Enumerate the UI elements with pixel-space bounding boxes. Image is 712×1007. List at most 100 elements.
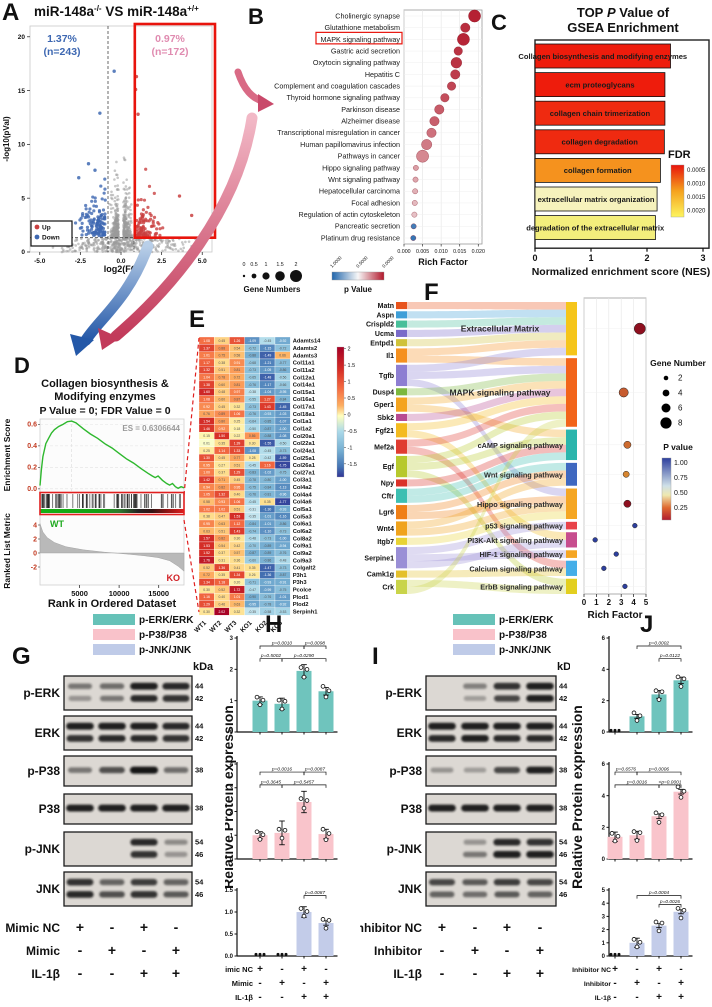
svg-text:1.36: 1.36 bbox=[218, 566, 225, 570]
data-point bbox=[612, 838, 618, 844]
svg-text:1.00: 1.00 bbox=[203, 471, 210, 475]
pathway-label: Gastric acid secretion bbox=[331, 46, 400, 55]
data-point bbox=[284, 952, 288, 956]
rank-xlabel: Rank in Ordered Dataset bbox=[48, 598, 177, 607]
blot-band bbox=[130, 838, 158, 846]
svg-text:2: 2 bbox=[348, 347, 351, 353]
pathway-dot bbox=[412, 176, 419, 183]
condition-label: Inhibitor bbox=[584, 981, 612, 988]
svg-text:-1.01: -1.01 bbox=[264, 515, 272, 519]
blot-band bbox=[493, 851, 521, 858]
svg-text:0.81: 0.81 bbox=[234, 368, 241, 372]
sankey-dotplot: F Matn Aspn Crispld2 Ucma Entpd1 Il1 Tgfb Dusp4 G… bbox=[364, 279, 706, 621]
svg-text:0.45: 0.45 bbox=[234, 478, 241, 482]
p-value-legend-title: p Value bbox=[344, 285, 373, 294]
svg-text:1.08: 1.08 bbox=[203, 339, 210, 343]
condition-symbol: + bbox=[612, 964, 618, 975]
condition-label: Mimic bbox=[232, 979, 253, 988]
bar bbox=[629, 716, 645, 732]
pathway-label: Hippo signaling pathway bbox=[322, 163, 400, 172]
svg-text:1.02: 1.02 bbox=[203, 507, 210, 511]
svg-text:(n=243): (n=243) bbox=[43, 46, 80, 58]
condition-symbol: - bbox=[110, 965, 115, 981]
condition-label: Mimic NC bbox=[5, 921, 60, 935]
blot-band bbox=[162, 804, 190, 812]
pathway-dot bbox=[434, 104, 445, 115]
gene-label: Pcolce bbox=[293, 588, 312, 594]
condition-label: IL-1β bbox=[235, 993, 253, 1002]
pathway-label: Complement and coagulation cascades bbox=[274, 82, 400, 91]
kda-header: kDa bbox=[193, 661, 214, 673]
data-point bbox=[326, 831, 332, 836]
svg-text:-0.80: -0.80 bbox=[264, 478, 272, 482]
gene-label: Col8a2 bbox=[293, 536, 312, 542]
pathway-label: Glutathione metabolism bbox=[324, 23, 400, 32]
svg-text:0.63: 0.63 bbox=[234, 602, 241, 606]
pathway-dot bbox=[416, 149, 429, 163]
data-point bbox=[659, 920, 665, 926]
bar bbox=[274, 832, 290, 859]
svg-text:0.0: 0.0 bbox=[27, 486, 37, 493]
svg-text:5000: 5000 bbox=[71, 589, 88, 598]
blot-band bbox=[527, 879, 553, 886]
wt-label: WT bbox=[50, 519, 64, 529]
svg-text:1.5: 1.5 bbox=[348, 363, 356, 369]
condition-symbol: + bbox=[108, 942, 116, 958]
condition-symbol: + bbox=[678, 978, 684, 989]
condition-symbol: + bbox=[279, 978, 285, 989]
data-point bbox=[609, 728, 613, 732]
pathway-dot bbox=[457, 33, 470, 46]
svg-text:10: 10 bbox=[18, 142, 26, 149]
svg-text:0.58: 0.58 bbox=[234, 354, 241, 358]
condition-label: IL-1β bbox=[595, 995, 611, 1002]
condition-symbol: - bbox=[440, 942, 445, 958]
pathway-label: Platinum drug resistance bbox=[321, 233, 400, 242]
svg-text:0: 0 bbox=[230, 857, 234, 863]
sankey-pathway-label: Wnt signaling pathway bbox=[484, 470, 564, 479]
data-point bbox=[298, 665, 304, 670]
sankey-gene-label: Aspn bbox=[377, 312, 395, 319]
svg-text:0.26: 0.26 bbox=[249, 573, 256, 577]
svg-text:0.94: 0.94 bbox=[203, 485, 210, 489]
svg-text:1.52: 1.52 bbox=[203, 551, 210, 555]
blot-band bbox=[463, 851, 487, 858]
svg-text:0.0015: 0.0015 bbox=[687, 195, 706, 201]
bar bbox=[673, 791, 689, 859]
svg-text:-0.84: -0.84 bbox=[279, 398, 287, 402]
svg-text:-0.78: -0.78 bbox=[248, 478, 256, 482]
svg-text:1.5: 1.5 bbox=[225, 888, 234, 894]
svg-text:1: 1 bbox=[602, 941, 606, 947]
p-value-label: p=0.0087 bbox=[304, 767, 325, 773]
svg-text:0.89: 0.89 bbox=[218, 412, 225, 416]
svg-text:6: 6 bbox=[602, 762, 606, 768]
blot-band bbox=[66, 804, 94, 812]
bar bbox=[318, 923, 334, 956]
bar bbox=[607, 836, 623, 859]
svg-text:-0.87: -0.87 bbox=[248, 551, 256, 555]
svg-text:-0.47: -0.47 bbox=[248, 588, 256, 592]
gene-label: P3h3 bbox=[293, 580, 308, 586]
condition-symbol: + bbox=[140, 919, 148, 935]
p-value-label: p=0.0016 bbox=[271, 767, 292, 773]
pathway-dot bbox=[450, 69, 461, 80]
legend-swatch bbox=[93, 629, 135, 640]
svg-text:-0.58: -0.58 bbox=[264, 610, 272, 614]
panel-j-bar-charts: J Relative Protein expression 0 2 4 6 p=0.0002… bbox=[570, 612, 712, 1007]
kda-value: 46 bbox=[559, 850, 567, 859]
svg-text:0: 0 bbox=[582, 598, 587, 607]
blot-band bbox=[164, 839, 188, 845]
svg-text:1.57: 1.57 bbox=[203, 537, 210, 541]
kda-value: 42 bbox=[195, 734, 203, 743]
pathway-label: Thyroid hormone signaling pathway bbox=[287, 93, 401, 102]
svg-text:0.92: 0.92 bbox=[203, 405, 210, 409]
kda-value: 38 bbox=[559, 766, 567, 775]
svg-text:0.4: 0.4 bbox=[27, 443, 37, 450]
data-point bbox=[656, 697, 662, 702]
kda-value: 54 bbox=[195, 838, 204, 847]
p-value-legend-title-f: P value bbox=[663, 442, 693, 452]
panel-label-j: J bbox=[640, 612, 653, 638]
svg-text:-0.73: -0.73 bbox=[279, 566, 287, 570]
data-point bbox=[675, 906, 681, 911]
gene-label: Col9a1 bbox=[293, 544, 313, 550]
